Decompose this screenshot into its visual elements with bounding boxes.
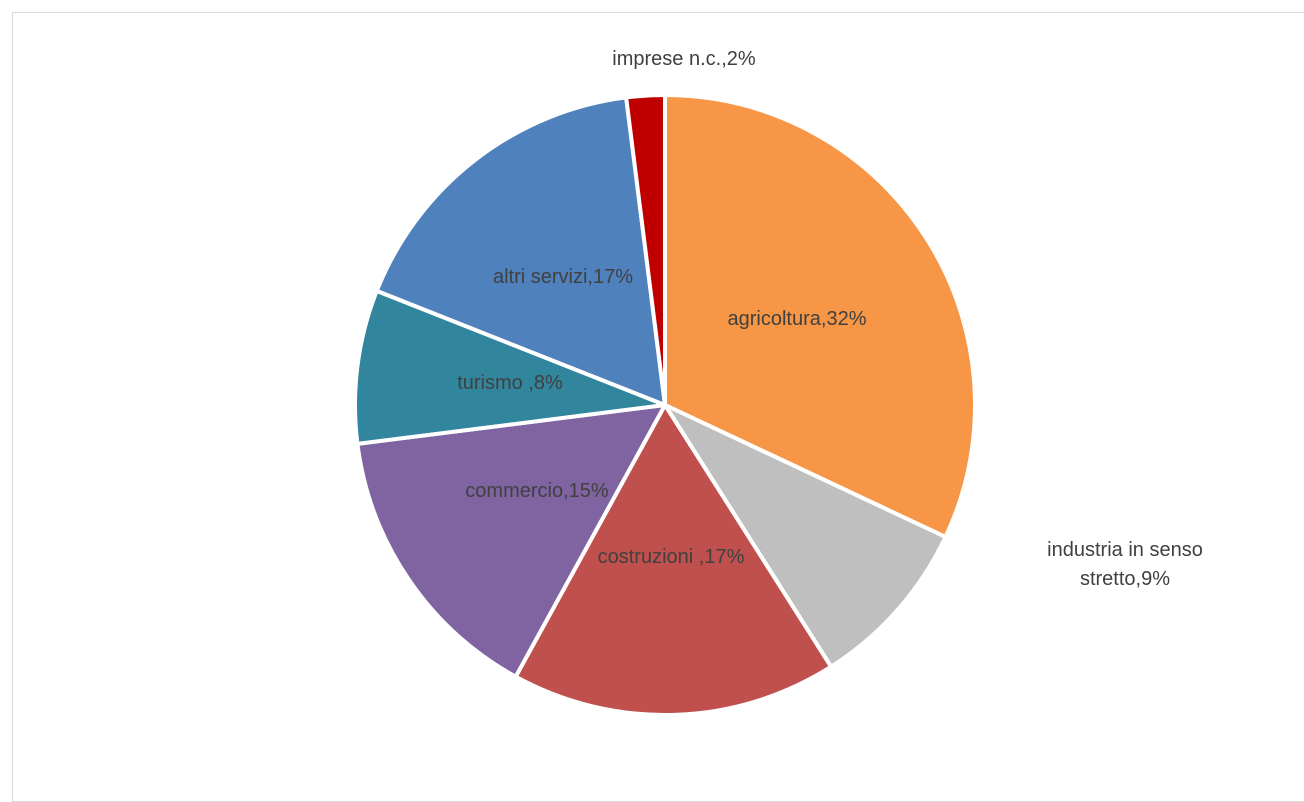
pie-slice-altri-servizi bbox=[374, 95, 667, 407]
data-label-costruzioni: costruzioni ,17% bbox=[598, 546, 745, 568]
pie-slice-costruzioni bbox=[513, 403, 834, 717]
data-label-industria-in-senso-stretto: industria in senso stretto,9% bbox=[1047, 539, 1203, 590]
pie-slices bbox=[353, 93, 977, 717]
data-label-agricoltura: agricoltura,32% bbox=[728, 308, 867, 330]
pie-labels: agricoltura,32% industria in senso stretto… bbox=[457, 48, 1203, 590]
pie-slice-turismo bbox=[353, 288, 667, 446]
pie-slice-agricoltura bbox=[663, 93, 977, 539]
data-label-turismo: turismo ,8% bbox=[457, 372, 563, 394]
data-label-commercio: commercio,15% bbox=[465, 480, 609, 502]
pie-slice-commercio bbox=[355, 403, 667, 679]
data-label-imprese-n-c-: imprese n.c.,2% bbox=[612, 48, 756, 70]
pie-slice-industria-in-senso-stretto bbox=[663, 403, 948, 669]
pie-slice-imprese-n-c- bbox=[624, 93, 667, 407]
data-label-altri-servizi: altri servizi,17% bbox=[493, 266, 633, 288]
